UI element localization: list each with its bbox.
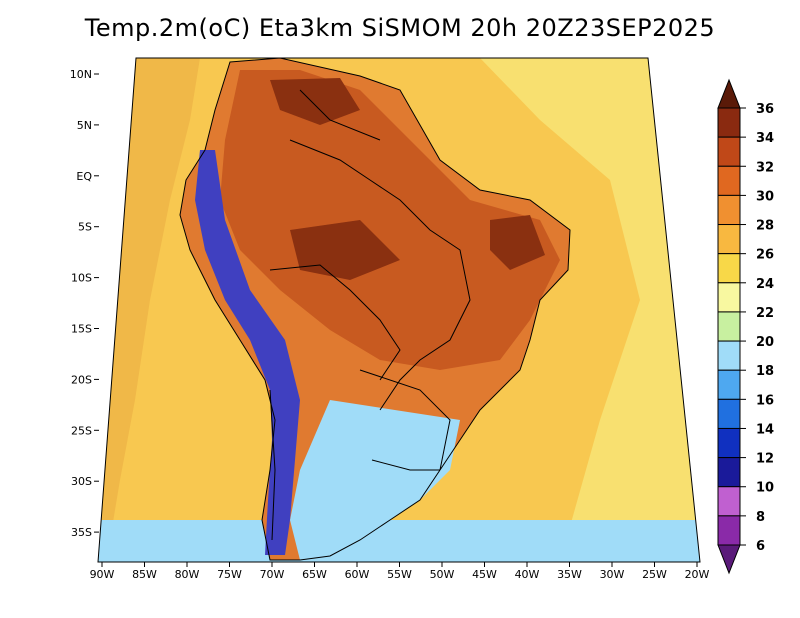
hot-interior: [220, 70, 560, 370]
border-brazil-west: [289, 139, 471, 411]
hottest-north: [270, 78, 360, 125]
lon-label: 35W: [557, 568, 582, 581]
lat-label: 10S: [71, 272, 92, 285]
lat-label: 5N: [77, 119, 92, 132]
border-uruguay: [371, 459, 440, 471]
south-cool-field: [98, 520, 700, 562]
colorbar-segment: [717, 282, 741, 313]
colorbar-label: 22: [756, 306, 774, 321]
lat-label: EQ: [76, 170, 92, 183]
colorbar-label: 12: [756, 452, 774, 467]
colorbar-segment: [717, 340, 741, 371]
ocean-east-field: [480, 58, 700, 562]
lon-label: 25W: [642, 568, 667, 581]
map-frame: [97, 57, 701, 563]
colorbar-segment: [717, 515, 741, 546]
hottest-northeast: [490, 215, 545, 270]
colorbar-label: 16: [756, 393, 774, 408]
lon-label: 85W: [132, 568, 157, 581]
colorbar-label: 20: [756, 335, 774, 350]
colorbar-segment: [717, 136, 741, 167]
colorbar-segment: [717, 398, 741, 429]
colorbar-bottom-arrow: [717, 544, 741, 575]
lat-label: 10N: [70, 68, 92, 81]
colorbar-label: 24: [756, 277, 774, 292]
coastline: [179, 57, 571, 561]
colorbar-label: 30: [756, 189, 774, 204]
colorbar-label: 18: [756, 364, 774, 379]
border-venezuela: [299, 89, 381, 141]
lat-label: 35S: [71, 526, 92, 539]
lon-label: 55W: [387, 568, 412, 581]
lat-label: 25S: [71, 424, 92, 437]
border-paraguay: [359, 369, 451, 471]
lon-label: 65W: [302, 568, 327, 581]
border-chile: [269, 389, 276, 541]
colorbar-segment: [717, 457, 741, 488]
colorbar-segment: [717, 486, 741, 517]
pacific-cool-field: [98, 58, 200, 562]
colorbar-label: 36: [756, 102, 774, 117]
colorbar-segment: [717, 311, 741, 342]
colorbar-label: 26: [756, 248, 774, 263]
lon-label: 30W: [600, 568, 625, 581]
colorbar-segment: [717, 224, 741, 255]
colorbar-top-arrow: [717, 78, 741, 109]
colorbar-label: 34: [756, 131, 774, 146]
lon-label: 60W: [345, 568, 370, 581]
colorbar-label: 32: [756, 160, 774, 175]
lon-label: 20W: [685, 568, 710, 581]
colorbar-label: 8: [756, 510, 765, 525]
colorbar-segment: [717, 253, 741, 284]
lat-axis: 10N 5N EQ 5S 10S 15S 20S 25S 30S 35S: [70, 68, 99, 539]
colorbar-segment: [717, 427, 741, 459]
lat-label: 5S: [78, 221, 92, 234]
colorbar-label: 14: [756, 422, 774, 437]
south-cool-land: [290, 400, 460, 560]
lon-label: 90W: [90, 568, 115, 581]
colorbar-label: 28: [756, 219, 774, 234]
colorbar-label: 6: [756, 539, 765, 554]
lat-label: 20S: [71, 373, 92, 386]
lon-label: 80W: [175, 568, 200, 581]
lon-label: 70W: [260, 568, 285, 581]
colorbar-segment: [717, 194, 741, 226]
lon-label: 75W: [217, 568, 242, 581]
lon-label: 40W: [515, 568, 540, 581]
colorbar-segment: [717, 165, 741, 196]
borders: [179, 57, 571, 561]
colorbar-segment: [717, 107, 741, 138]
lat-label: 15S: [71, 323, 92, 336]
lon-axis: 90W 85W 80W 75W 70W 65W 60W 55W 50W 45W 40W 35W 30W 2…: [90, 562, 710, 581]
lon-label: 45W: [472, 568, 497, 581]
temperature-field: [98, 58, 700, 562]
lat-label: 30S: [71, 475, 92, 488]
map-title: Temp.2m(oC) Eta3km SiSMOM 20h 20Z23SEP20…: [84, 14, 716, 42]
lon-label: 50W: [430, 568, 455, 581]
colorbar-label: 10: [756, 481, 774, 496]
colorbar-segment: [717, 369, 741, 400]
border-bolivia: [269, 264, 401, 381]
